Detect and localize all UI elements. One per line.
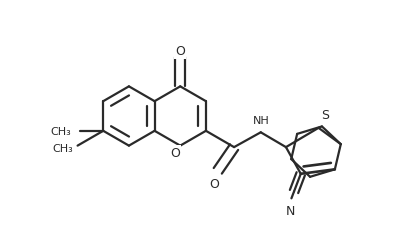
Text: O: O [209,177,219,190]
Text: CH₃: CH₃ [53,143,73,153]
Text: CH₃: CH₃ [51,126,72,136]
Text: NH: NH [253,116,269,126]
Text: O: O [171,146,180,159]
Text: S: S [322,109,330,122]
Text: O: O [175,45,185,58]
Text: N: N [286,204,295,217]
